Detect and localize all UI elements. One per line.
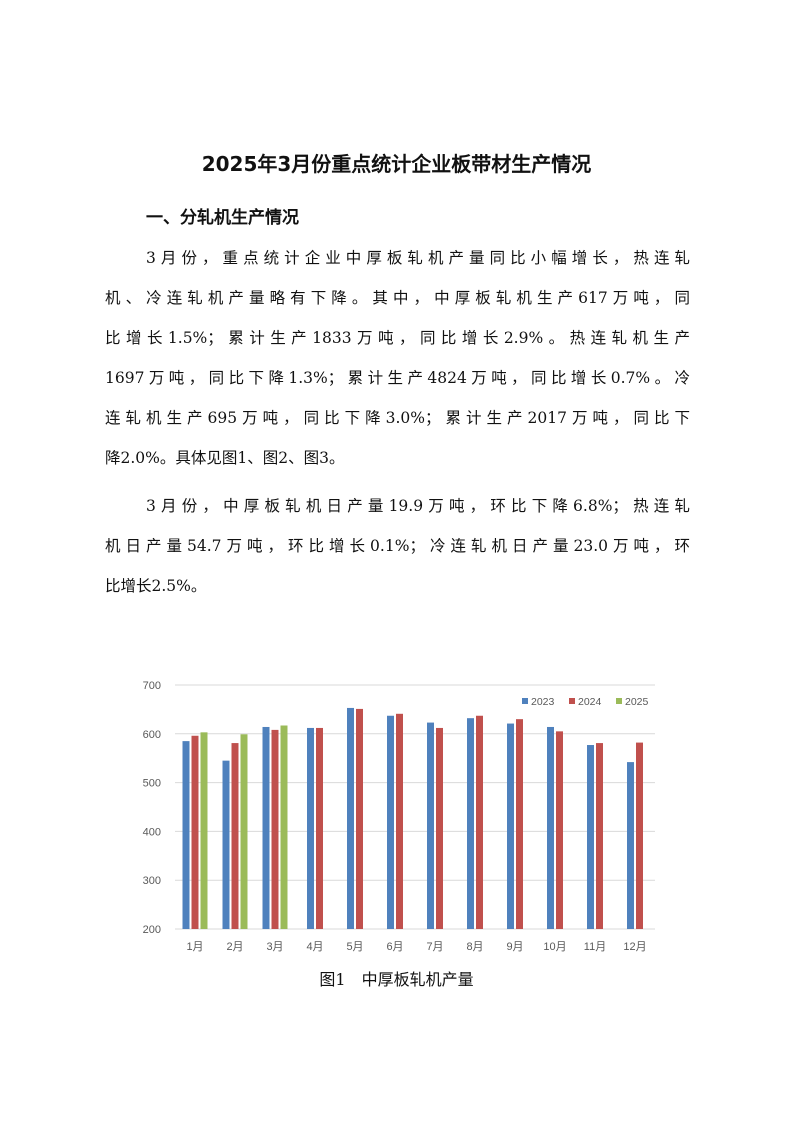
bar-2025 (200, 732, 208, 929)
x-tick-label: 2月 (226, 941, 243, 953)
bar-2024 (476, 715, 483, 929)
bar-2023 (507, 723, 514, 929)
bar-2024 (231, 743, 239, 929)
bar-2024 (271, 729, 279, 929)
y-tick-label: 700 (143, 680, 161, 692)
paragraph-line: 机日产量54.7万吨，环比增长0.1%；冷连轧机日产量23.0万吨，环 (105, 537, 690, 555)
x-tick-label: 3月 (266, 941, 283, 953)
bar-2024 (596, 743, 603, 929)
bar-2023 (587, 745, 594, 929)
bar-2023 (307, 727, 314, 929)
bar-2023 (262, 726, 270, 929)
bar-2023 (222, 760, 230, 929)
bar-2024 (516, 719, 523, 929)
bar-2024 (316, 727, 323, 929)
bar-2023 (467, 718, 474, 929)
section-heading: 一、分轧机生产情况 (146, 208, 299, 228)
y-tick-label: 400 (143, 826, 161, 838)
legend-swatch (616, 698, 622, 704)
x-tick-label: 12月 (623, 941, 646, 953)
legend-label: 2023 (531, 696, 555, 708)
paragraph-line: 3月份，中厚板轧机日产量19.9万吨，环比下降6.8%；热连轧 (146, 497, 690, 515)
bar-2023 (347, 707, 354, 929)
figure-caption: 图1 中厚板轧机产量 (319, 970, 474, 989)
bar-2023 (387, 715, 394, 929)
legend-swatch (569, 698, 575, 704)
x-tick-label: 7月 (426, 941, 443, 953)
x-tick-label: 5月 (346, 941, 363, 953)
x-tick-label: 1月 (186, 941, 203, 953)
bar-2024 (191, 735, 199, 929)
paragraph-line: 比增长2.5%。 (105, 577, 207, 595)
y-tick-label: 600 (143, 729, 161, 741)
bar-2023 (427, 722, 434, 929)
paragraph-line: 1697万吨，同比下降1.3%；累计生产4824万吨，同比增长0.7%。冷 (105, 369, 690, 387)
x-tick-label: 9月 (506, 941, 523, 953)
paragraph-line: 比增长1.5%；累计生产1833万吨，同比增长2.9%。热连轧机生产 (105, 329, 690, 347)
bar-2024 (556, 731, 563, 929)
legend-label: 2025 (625, 696, 649, 708)
y-tick-label: 300 (143, 875, 161, 887)
bar-2024 (436, 727, 443, 929)
x-tick-label: 8月 (466, 941, 483, 953)
bar-2024 (636, 742, 643, 929)
x-tick-label: 6月 (386, 941, 403, 953)
bar-2023 (547, 726, 554, 929)
bar-2023 (627, 762, 634, 929)
paragraph-line: 3月份，重点统计企业中厚板轧机产量同比小幅增长，热连轧 (146, 249, 690, 267)
paragraph-line: 降2.0%。具体见图1、图2、图3。 (105, 449, 345, 467)
legend-label: 2024 (578, 696, 602, 708)
bar-2025 (280, 725, 288, 929)
bar-2024 (356, 708, 363, 929)
y-tick-label: 500 (143, 778, 161, 790)
paragraph-line: 机、冷连轧机产量略有下降。其中，中厚板轧机生产617万吨，同 (105, 289, 690, 307)
x-tick-label: 10月 (543, 941, 566, 953)
x-tick-label: 11月 (584, 941, 606, 953)
legend-swatch (522, 698, 528, 704)
paragraph-line: 连轧机生产695万吨，同比下降3.0%；累计生产2017万吨，同比下 (105, 409, 690, 427)
bar-2025 (240, 734, 248, 929)
x-tick-label: 4月 (306, 941, 323, 953)
document-title: 2025年3月份重点统计企业板带材生产情况 (201, 152, 592, 176)
bar-2023 (182, 741, 190, 929)
bar-2024 (396, 713, 403, 929)
y-tick-label: 200 (143, 924, 161, 936)
